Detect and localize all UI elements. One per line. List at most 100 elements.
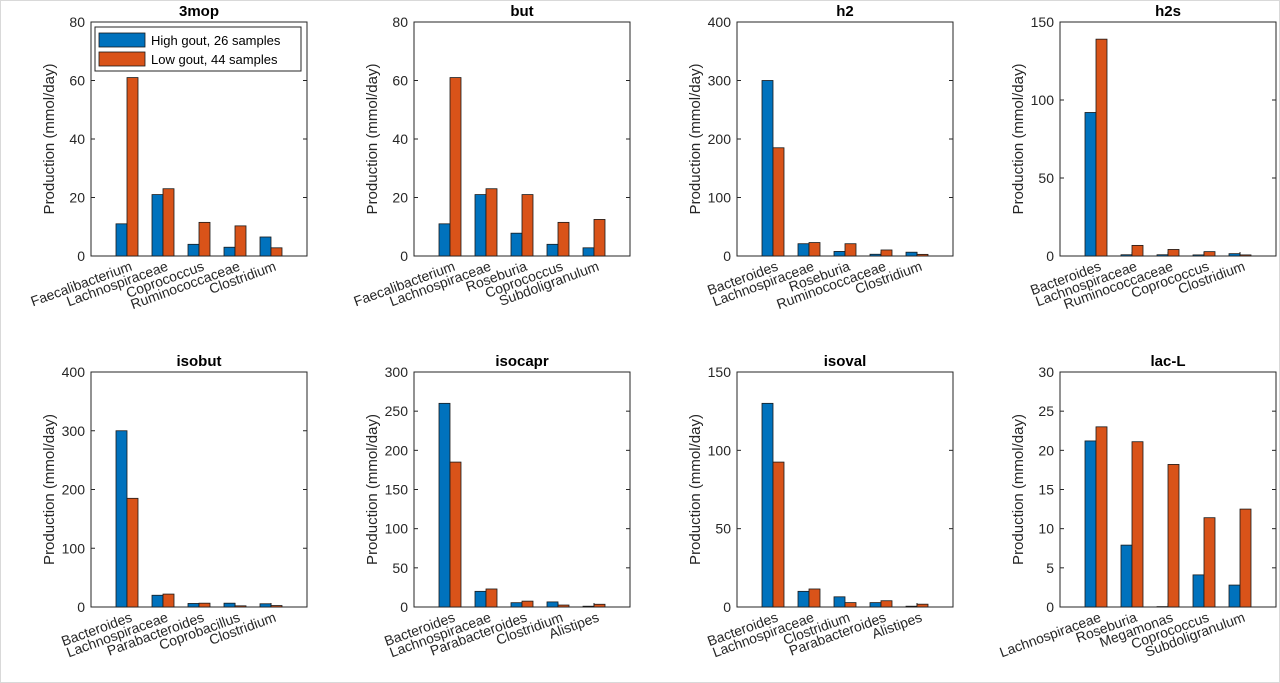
bar-low [234, 605, 247, 608]
bar-high [223, 246, 236, 257]
y-axis-label: Production (mmol/day) [1010, 414, 1027, 565]
bar-low [808, 242, 821, 257]
bar-high [1192, 574, 1205, 608]
bar-low [772, 461, 785, 608]
y-axis-label: Production (mmol/day) [41, 64, 58, 215]
bar-low [198, 602, 211, 608]
y-tick-label: 60 [69, 73, 85, 89]
y-tick-label: 0 [77, 248, 85, 264]
bar-high [582, 247, 595, 257]
bar-low [198, 221, 211, 257]
bar-low [808, 588, 821, 608]
y-tick-label: 50 [1038, 170, 1054, 186]
bar-low [880, 600, 893, 608]
bar-high [1228, 253, 1241, 257]
bar-low [162, 188, 175, 257]
bar-high [833, 596, 846, 608]
legend: High gout, 26 samples Low gout, 44 sample… [94, 26, 302, 72]
bar-high [510, 232, 523, 257]
bar-high [797, 590, 810, 608]
bar-high [905, 605, 918, 608]
y-tick-label: 100 [708, 442, 732, 458]
y-tick-label: 20 [1038, 442, 1054, 458]
y-axis-label: Production (mmol/day) [364, 64, 381, 215]
bar-high [223, 602, 236, 608]
bar-low [1203, 251, 1216, 257]
bar-high [905, 251, 918, 257]
subplot-h2: 0100200300400BacteroidesLachnospiraceaeR… [687, 3, 954, 312]
bar-low [1167, 249, 1180, 257]
bar-low [485, 188, 498, 257]
bar-high [1192, 254, 1205, 257]
bar-low [162, 593, 175, 608]
bar-high [1120, 544, 1133, 608]
subplot-title: 3mop [179, 3, 219, 20]
y-tick-label: 400 [62, 364, 86, 380]
y-tick-label: 0 [1046, 599, 1054, 615]
y-tick-label: 300 [385, 364, 409, 380]
legend-swatch-high [98, 32, 146, 48]
y-tick-label: 0 [77, 599, 85, 615]
bar-high [151, 594, 164, 608]
bar-high [115, 430, 128, 608]
bar-high [582, 605, 595, 608]
subplot-h2s: 050100150BacteroidesLachnospiraceaeRumin… [1010, 3, 1277, 312]
bar-low [1167, 464, 1180, 608]
y-tick-label: 0 [1046, 248, 1054, 264]
legend-swatch-low [98, 51, 146, 67]
subplot-title: but [510, 3, 533, 20]
bar-high [438, 402, 451, 608]
subplot-but: 020406080FaecalibacteriumLachnospiraceae… [351, 3, 631, 309]
bar-high [1156, 254, 1169, 257]
y-tick-label: 150 [1031, 14, 1055, 30]
bar-high [1084, 112, 1097, 257]
bar-high [1084, 440, 1097, 608]
y-tick-label: 0 [723, 599, 731, 615]
y-axis-label: Production (mmol/day) [1010, 64, 1027, 215]
y-tick-label: 15 [1038, 482, 1054, 498]
subplot-grid: 020406080FaecalibacteriumLachnospiraceae… [28, 3, 1277, 660]
subplot-isoval: 050100150BacteroidesLachnospiraceaeClost… [687, 353, 954, 660]
bar-high [474, 590, 487, 608]
bar-low [557, 604, 570, 608]
bar-low [1203, 517, 1216, 608]
y-axis-label: Production (mmol/day) [687, 64, 704, 215]
subplot-isobut: 0100200300400BacteroidesLachnospiraceaeP… [41, 353, 308, 660]
bar-high [833, 251, 846, 257]
y-tick-label: 200 [708, 131, 732, 147]
y-tick-label: 100 [708, 190, 732, 206]
y-tick-label: 200 [385, 442, 409, 458]
bar-low [521, 600, 534, 608]
subplot-title: h2s [1155, 3, 1181, 20]
bar-high [187, 243, 200, 257]
bar-high [259, 236, 272, 257]
y-tick-label: 50 [715, 521, 731, 537]
subplot-isocapr: 050100150200250300BacteroidesLachnospira… [364, 353, 631, 660]
bar-low [485, 588, 498, 608]
y-tick-label: 50 [392, 560, 408, 576]
bar-low [1095, 38, 1108, 257]
bar-high [1120, 254, 1133, 257]
bar-high [115, 223, 128, 257]
y-tick-label: 150 [708, 364, 732, 380]
bar-high [151, 194, 164, 257]
subplot-title: h2 [836, 3, 854, 20]
bar-low [1239, 254, 1252, 257]
subplot-title: isocapr [495, 353, 549, 370]
bar-high [1228, 584, 1241, 608]
bar-low [126, 77, 139, 257]
y-tick-label: 0 [400, 599, 408, 615]
y-tick-label: 80 [392, 14, 408, 30]
bar-high [259, 603, 272, 608]
bar-low [880, 249, 893, 257]
bar-low [844, 243, 857, 257]
y-tick-label: 100 [62, 540, 86, 556]
y-tick-label: 400 [708, 14, 732, 30]
bar-low [557, 221, 570, 257]
bar-low [270, 605, 283, 608]
bar-high [546, 243, 559, 257]
y-tick-label: 150 [385, 482, 409, 498]
y-tick-label: 300 [62, 423, 86, 439]
x-category-label: Clostridium [207, 609, 278, 648]
